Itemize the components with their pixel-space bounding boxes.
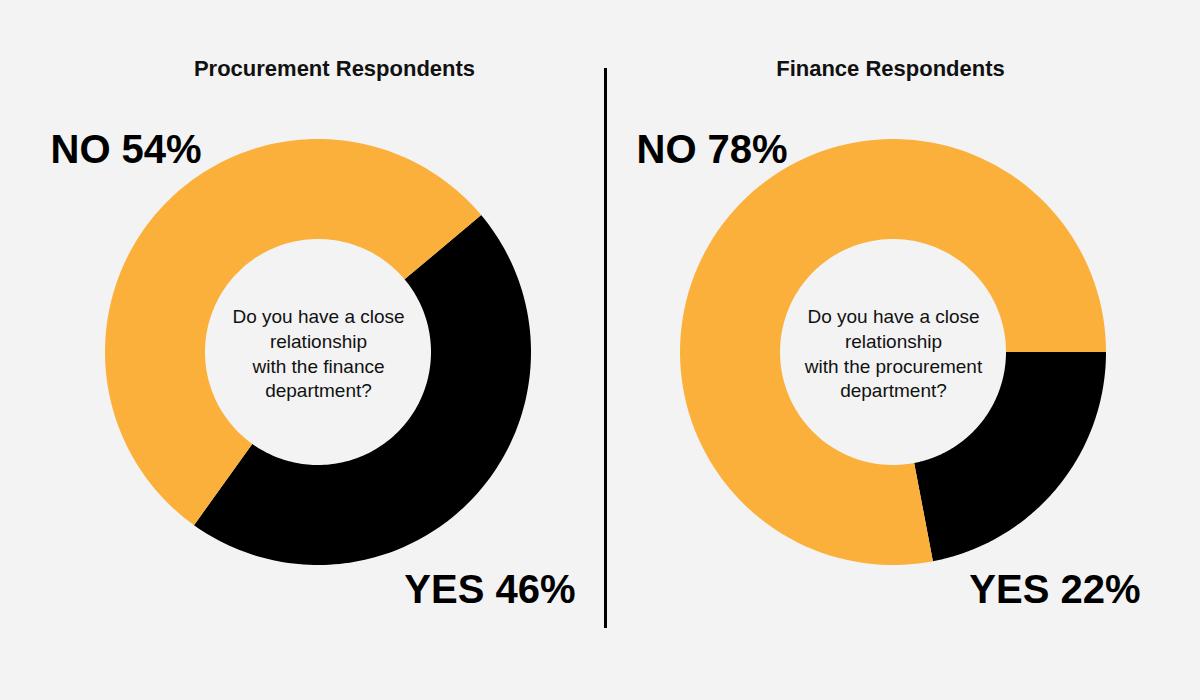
- svg-text:Procurement Respondents: Procurement Respondents: [194, 56, 475, 81]
- svg-text:NO 78%: NO 78%: [637, 127, 788, 171]
- svg-text:Do you have a closerelationshi: Do you have a closerelationshipwith the …: [804, 306, 983, 401]
- svg-text:Finance Respondents: Finance Respondents: [776, 56, 1005, 81]
- svg-text:NO 54%: NO 54%: [51, 127, 202, 171]
- svg-text:Do you have a closerelationshi: Do you have a closerelationshipwith the …: [232, 306, 404, 401]
- svg-text:YES 46%: YES 46%: [404, 567, 575, 611]
- svg-text:YES 22%: YES 22%: [969, 567, 1140, 611]
